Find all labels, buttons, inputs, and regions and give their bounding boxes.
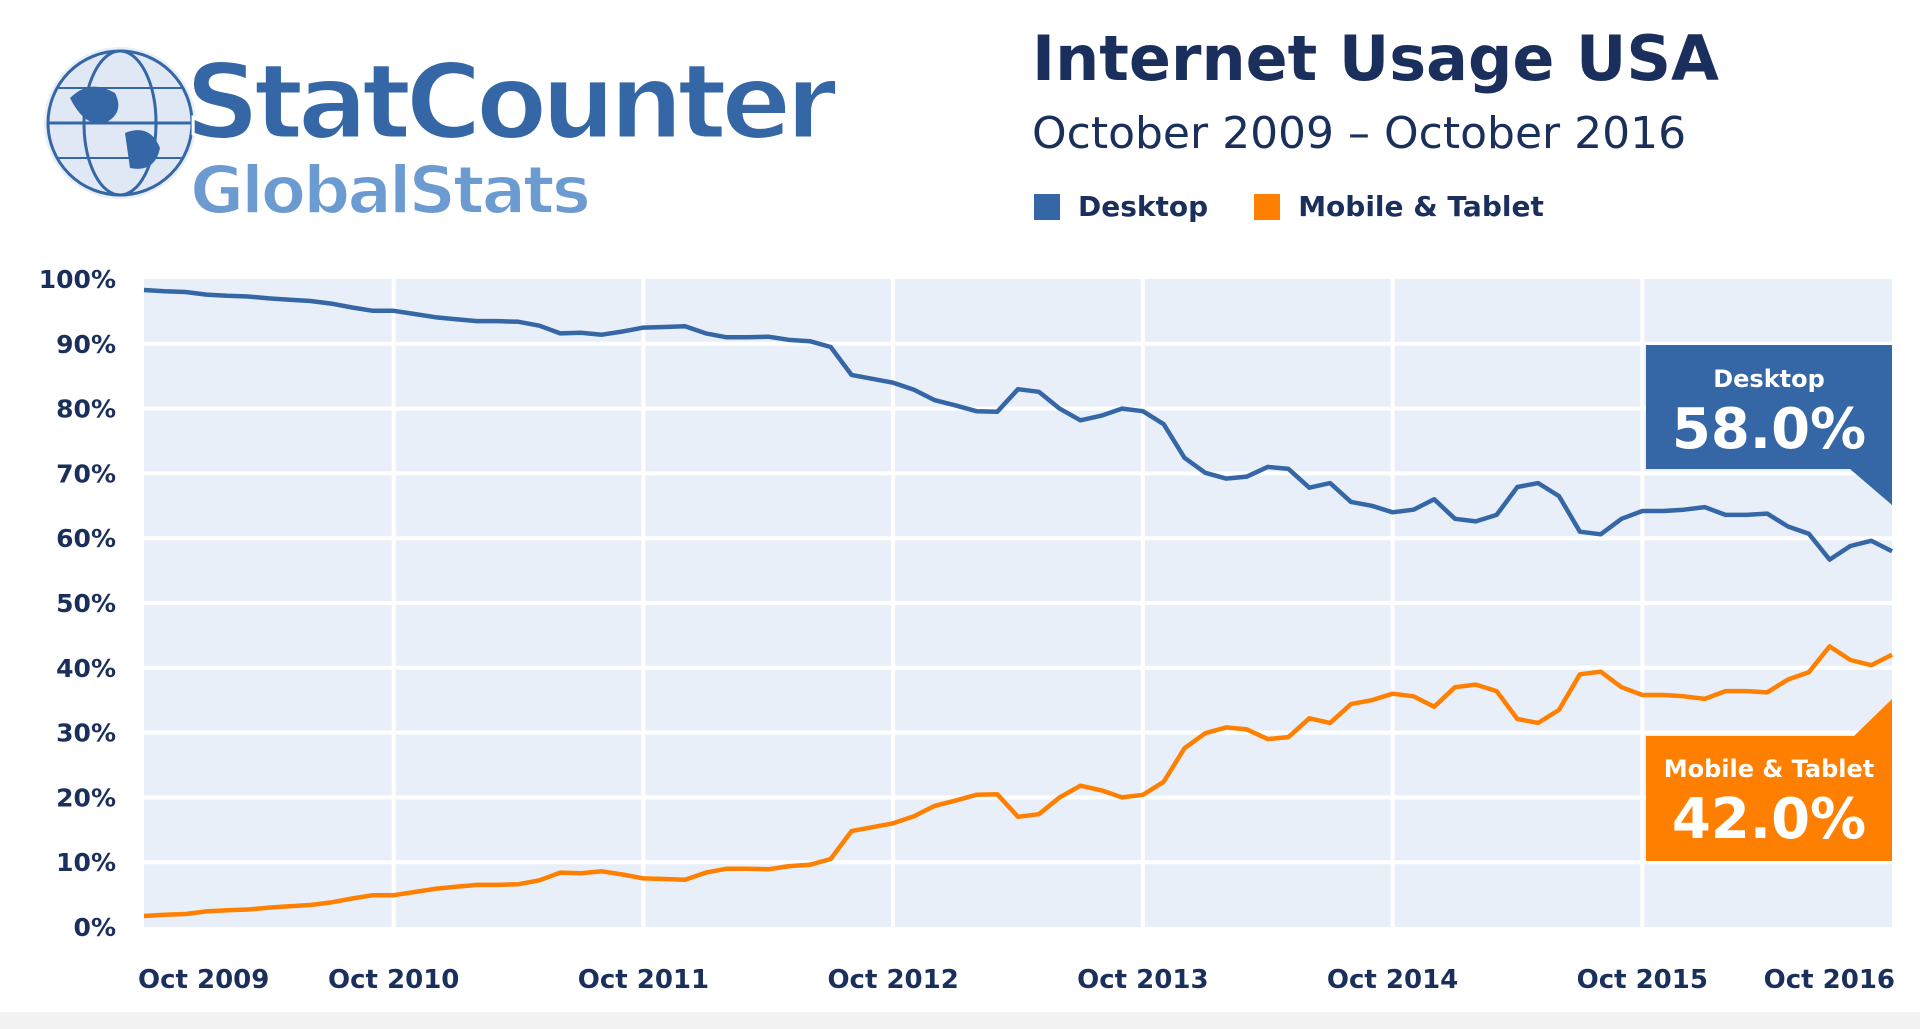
y-tick-label: 0% <box>74 913 116 942</box>
y-tick-label: 70% <box>56 459 116 488</box>
x-tick-label: Oct 2014 <box>1327 965 1458 995</box>
mobile-callout-value: 42.0% <box>1672 787 1866 852</box>
legend: Desktop Mobile & Tablet <box>1034 190 1544 223</box>
statcounter-logo: StatCounter GlobalStats <box>40 40 844 228</box>
x-tick-label: Oct 2012 <box>827 965 958 995</box>
legend-item-desktop: Desktop <box>1034 190 1208 223</box>
globe-icon <box>40 43 200 203</box>
mobile-callout-label: Mobile & Tablet <box>1664 755 1875 783</box>
x-tick-label: Oct 2015 <box>1577 965 1708 995</box>
legend-swatch-desktop <box>1034 193 1060 220</box>
y-tick-label: 20% <box>56 783 116 812</box>
y-tick-label: 10% <box>56 848 116 877</box>
logo-statcounter-text: StatCounter <box>185 41 837 163</box>
mobile-callout: Mobile & Tablet 42.0% <box>1646 699 1892 861</box>
legend-item-mobile: Mobile & Tablet <box>1254 190 1544 223</box>
desktop-callout: Desktop 58.0% <box>1646 345 1892 505</box>
desktop-callout-label: Desktop <box>1713 365 1825 393</box>
x-tick-label: Oct 2009 <box>138 965 269 995</box>
x-tick-label: Oct 2010 <box>328 965 459 995</box>
x-tick-label: Oct 2013 <box>1077 965 1208 995</box>
page-subtitle: October 2009 – October 2016 <box>1032 108 1687 159</box>
page-title: Internet Usage USA <box>1032 22 1719 95</box>
y-tick-label: 50% <box>56 589 116 618</box>
y-tick-label: 100% <box>39 265 116 294</box>
y-tick-label: 80% <box>56 395 116 424</box>
bottom-bar <box>0 1012 1920 1029</box>
logo-globalstats-text: GlobalStats <box>190 152 589 228</box>
x-tick-label: Oct 2011 <box>578 965 709 995</box>
legend-label: Mobile & Tablet <box>1298 190 1544 223</box>
legend-swatch-mobile <box>1254 193 1281 220</box>
y-tick-label: 60% <box>56 524 116 553</box>
x-tick-label: Oct 2016 <box>1764 965 1895 995</box>
y-tick-label: 30% <box>56 719 116 748</box>
y-tick-label: 90% <box>56 330 116 359</box>
legend-label: Desktop <box>1078 190 1209 223</box>
y-tick-label: 40% <box>56 654 116 683</box>
desktop-callout-value: 58.0% <box>1672 397 1866 462</box>
